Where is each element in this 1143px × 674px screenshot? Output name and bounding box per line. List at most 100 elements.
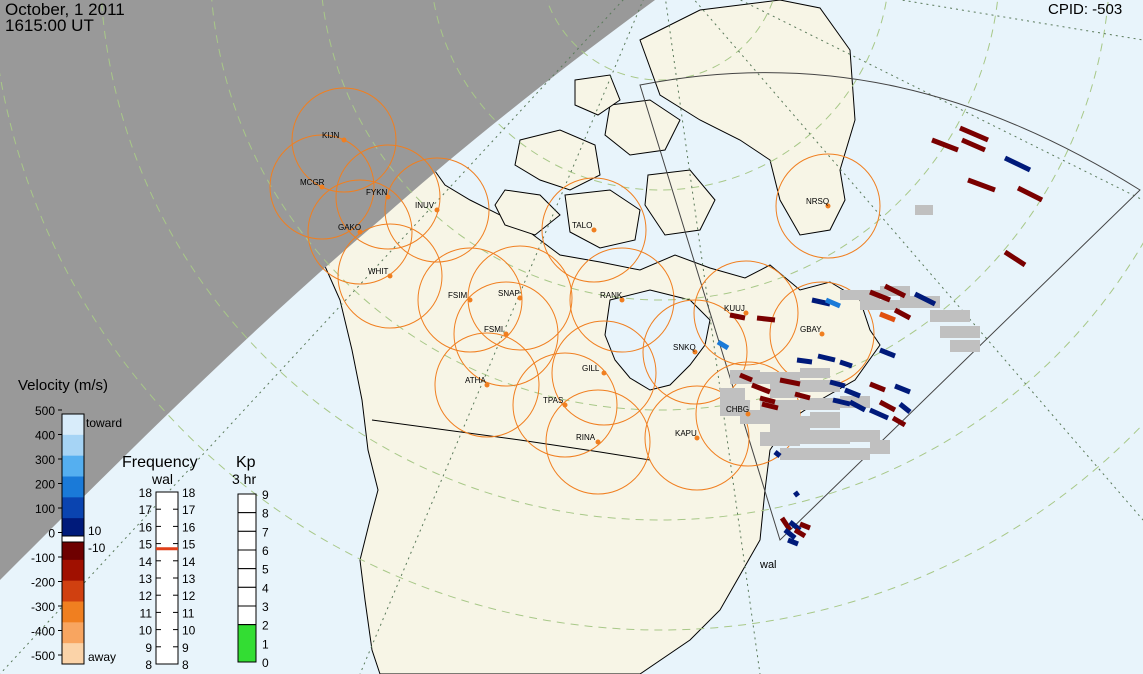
kp-segment (237, 512, 257, 532)
station-dot (619, 297, 625, 303)
velocity-vector (1003, 155, 1032, 173)
kp-scale: 9 8 7 6 5 4 3 2 1 0 (237, 488, 269, 670)
station-fov-circle (545, 389, 651, 495)
velocity-vector (729, 312, 746, 321)
frequency-tick-right: 9 (182, 641, 189, 655)
scatter-cell (770, 416, 810, 434)
velocity-vector (832, 397, 851, 407)
velocity-vectors (716, 125, 1044, 547)
frequency-tick-left: 13 (139, 572, 153, 586)
velocity-colorbar (61, 413, 85, 665)
frequency-tick-left: 9 (145, 641, 152, 655)
kp-tick-label: 3 (262, 600, 269, 614)
velocity-vector (893, 307, 912, 321)
frequency-tick-left: 14 (139, 555, 153, 569)
velocity-vector (1016, 185, 1044, 203)
velocity-vector (799, 521, 811, 531)
velocity-vector (825, 297, 841, 309)
station-fov-circle (512, 352, 618, 458)
station-fov-circle (417, 247, 523, 353)
velocity-vector (869, 289, 891, 303)
station-fov-circle (291, 87, 397, 193)
frequency-tick-right: 10 (182, 624, 196, 638)
station-label: GAKO (338, 223, 361, 232)
border-line (371, 419, 651, 461)
hudson-bay (604, 289, 711, 391)
frequency-tick-right: 8 (182, 658, 189, 672)
station-dot (517, 295, 523, 301)
frequency-tick-right: 18 (182, 486, 196, 500)
velocity-vector (894, 383, 911, 395)
frequency-tick-left: 16 (139, 520, 153, 534)
velocity-vector (794, 391, 811, 401)
kp-tick-label: 9 (262, 488, 269, 502)
station-fov-circle (642, 299, 748, 405)
frequency-tick-left: 12 (139, 589, 153, 603)
velocity-vector (868, 407, 890, 421)
velocity-vector (783, 528, 797, 540)
station-fov-circle (269, 134, 375, 240)
cpid-label: CPID: -503 (1048, 1, 1123, 18)
station-label: FYKN (366, 188, 388, 197)
frequency-scale: 18 18 17 17 16 16 15 15 14 14 13 13 12 12 11 11 10 10 9 9 8 8 (139, 486, 196, 672)
frequency-title: Frequency (122, 454, 198, 471)
frequency-tick-left: 15 (139, 538, 153, 552)
scatter-cell (770, 384, 800, 398)
velocity-vector (739, 372, 753, 383)
velocity-vector (793, 527, 807, 539)
frequency-tick-right: 12 (182, 589, 196, 603)
station-label: GILL (582, 364, 600, 373)
greenland (639, 0, 856, 236)
velocity-color-segment (62, 414, 84, 436)
station-dot (503, 331, 509, 337)
scatter-cell (915, 205, 933, 215)
frequency-tick-left: 10 (139, 624, 153, 638)
velocity-vector (839, 359, 853, 369)
station-dot (745, 411, 751, 417)
velocity-vector (961, 137, 986, 153)
station-dot (601, 370, 607, 376)
arctic-island (604, 99, 681, 156)
station-label: SNKQ (673, 343, 696, 352)
station-dot (341, 137, 347, 143)
station-fov-circle (551, 320, 657, 426)
station-fov-circle (541, 177, 647, 283)
velocity-tick-label: 0 (48, 527, 55, 541)
velocity-vector (878, 399, 897, 413)
station-fov-circle (337, 223, 443, 329)
station-label: FSIM (448, 291, 467, 300)
velocity-tick-label: -200 (31, 576, 55, 590)
velocity-vector (1003, 249, 1027, 268)
station-label: SNAP (498, 289, 520, 298)
velocity-vector (716, 339, 730, 351)
frequency-tick-right: 15 (182, 538, 196, 552)
station-fov-circle (384, 157, 490, 263)
station-fov-circle (644, 385, 750, 491)
velocity-vector (811, 297, 831, 307)
velocity-tick-label: 100 (35, 502, 55, 516)
station-label: NRSQ (806, 197, 829, 206)
arctic-island (564, 189, 641, 249)
kp-tick-label: 1 (262, 637, 269, 651)
station-label: RANK (600, 291, 623, 300)
velocity-vector (898, 402, 912, 414)
date-label: October, 1 2011 (5, 0, 125, 19)
station-fov-circle (453, 281, 559, 387)
station-fov-circle (335, 144, 441, 250)
scatter-cell (870, 440, 890, 454)
velocity-vector (844, 387, 861, 399)
station-dot (357, 229, 363, 235)
kp-tick-label: 4 (262, 581, 269, 595)
frequency-tick-left: 18 (139, 486, 153, 500)
velocity-tick-label: -400 (31, 625, 55, 639)
scatter-cell (820, 448, 870, 460)
station-label: ATHA (465, 376, 486, 385)
velocity-vector (829, 379, 846, 389)
velocity-vector (817, 353, 836, 363)
velocity-color-segment (62, 476, 84, 498)
scatter-cell (940, 326, 980, 338)
kp-fill (237, 624, 257, 663)
kp-segment (237, 493, 257, 514)
radar-fov (639, 72, 1141, 541)
